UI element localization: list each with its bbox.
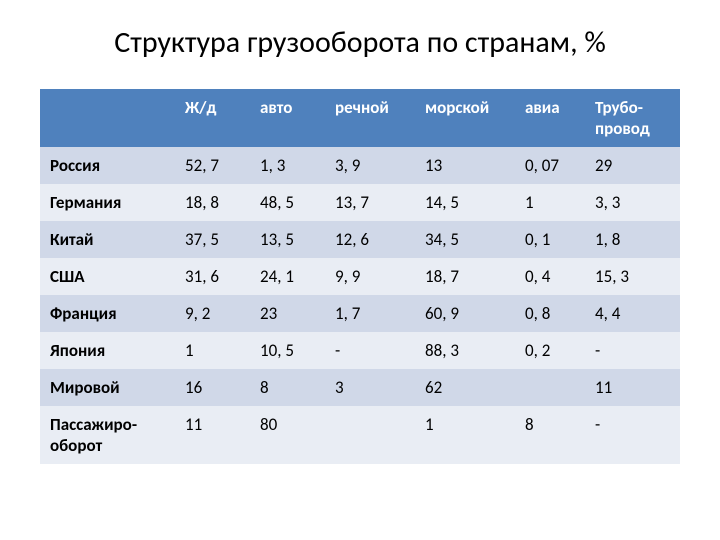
cell: 62: [415, 369, 515, 406]
cell: 4, 4: [585, 295, 680, 332]
table-row: Пассажиро-оборот 11 80 1 8 -: [40, 406, 680, 464]
table-row: Мировой 16 8 3 62 11: [40, 369, 680, 406]
col-rail: Ж/д: [175, 89, 250, 147]
cell: 88, 3: [415, 332, 515, 369]
col-country: [40, 89, 175, 147]
col-sea: морской: [415, 89, 515, 147]
row-label: Франция: [40, 295, 175, 332]
cell: [325, 406, 415, 464]
table-row: Германия 18, 8 48, 5 13, 7 14, 5 1 3, 3: [40, 184, 680, 221]
cell: 0, 8: [515, 295, 585, 332]
col-air: авиа: [515, 89, 585, 147]
cell: 0, 4: [515, 258, 585, 295]
cell: 10, 5: [250, 332, 325, 369]
cell: 29: [585, 147, 680, 184]
row-label: Россия: [40, 147, 175, 184]
cell: 52, 7: [175, 147, 250, 184]
cell: -: [585, 406, 680, 464]
cell: [515, 369, 585, 406]
cell: 18, 8: [175, 184, 250, 221]
cell: 3, 9: [325, 147, 415, 184]
row-label: Мировой: [40, 369, 175, 406]
cell: 48, 5: [250, 184, 325, 221]
cell: 18, 7: [415, 258, 515, 295]
row-label: Китай: [40, 221, 175, 258]
cell: 1: [515, 184, 585, 221]
cell: 9, 9: [325, 258, 415, 295]
cell: 37, 5: [175, 221, 250, 258]
cell: 12, 6: [325, 221, 415, 258]
cell: 1: [175, 332, 250, 369]
table-row: США 31, 6 24, 1 9, 9 18, 7 0, 4 15, 3: [40, 258, 680, 295]
cell: 1, 8: [585, 221, 680, 258]
row-label: Япония: [40, 332, 175, 369]
cell: 13, 7: [325, 184, 415, 221]
cell: 16: [175, 369, 250, 406]
cell: 13, 5: [250, 221, 325, 258]
table-header-row: Ж/д авто речной морской авиа Трубо-прово…: [40, 89, 680, 147]
table-row: Россия 52, 7 1, 3 3, 9 13 0, 07 29: [40, 147, 680, 184]
cell: 1, 7: [325, 295, 415, 332]
cell: 3: [325, 369, 415, 406]
cell: 13: [415, 147, 515, 184]
cell: -: [585, 332, 680, 369]
cell: 3, 3: [585, 184, 680, 221]
cell: 14, 5: [415, 184, 515, 221]
row-label: Пассажиро-оборот: [40, 406, 175, 464]
row-label: США: [40, 258, 175, 295]
cell: 24, 1: [250, 258, 325, 295]
cell: 1, 3: [250, 147, 325, 184]
row-label: Германия: [40, 184, 175, 221]
table-row: Франция 9, 2 23 1, 7 60, 9 0, 8 4, 4: [40, 295, 680, 332]
table-row: Китай 37, 5 13, 5 12, 6 34, 5 0, 1 1, 8: [40, 221, 680, 258]
cell: 0, 2: [515, 332, 585, 369]
cell: 0, 07: [515, 147, 585, 184]
col-pipe: Трубо-провод: [585, 89, 680, 147]
cell: 1: [415, 406, 515, 464]
cell: 80: [250, 406, 325, 464]
cell: 8: [250, 369, 325, 406]
cell: -: [325, 332, 415, 369]
freight-table: Ж/д авто речной морской авиа Трубо-прово…: [40, 89, 680, 464]
col-river: речной: [325, 89, 415, 147]
cell: 8: [515, 406, 585, 464]
cell: 34, 5: [415, 221, 515, 258]
cell: 15, 3: [585, 258, 680, 295]
cell: 11: [585, 369, 680, 406]
col-auto: авто: [250, 89, 325, 147]
slide: Структура грузооборота по странам, % Ж/д…: [0, 0, 720, 540]
cell: 23: [250, 295, 325, 332]
cell: 60, 9: [415, 295, 515, 332]
table-row: Япония 1 10, 5 - 88, 3 0, 2 -: [40, 332, 680, 369]
slide-title: Структура грузооборота по странам, %: [40, 24, 680, 61]
cell: 11: [175, 406, 250, 464]
cell: 31, 6: [175, 258, 250, 295]
cell: 0, 1: [515, 221, 585, 258]
cell: 9, 2: [175, 295, 250, 332]
